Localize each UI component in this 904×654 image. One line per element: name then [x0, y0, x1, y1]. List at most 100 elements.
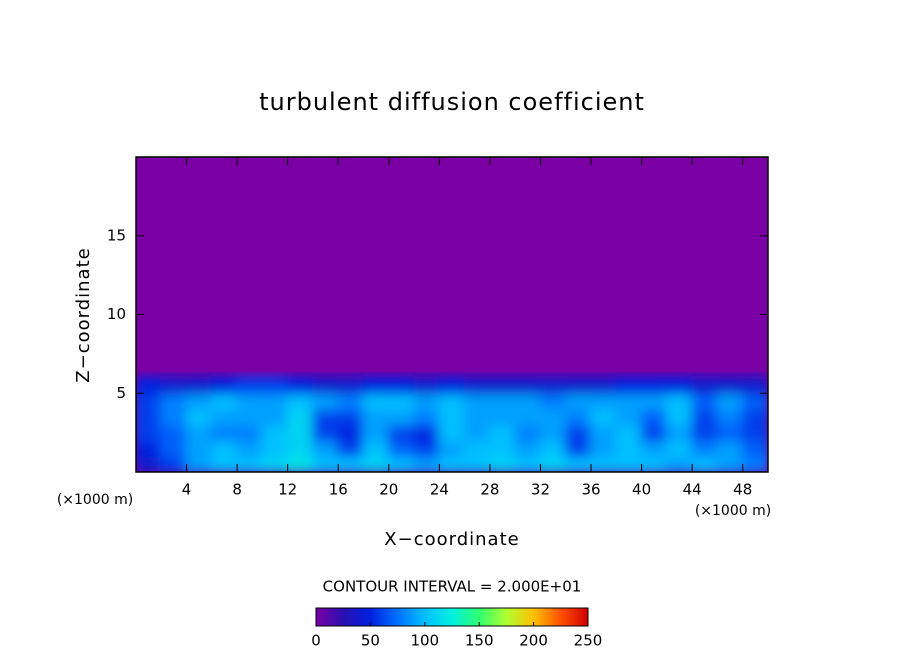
field-cell	[716, 423, 744, 442]
field-cell	[337, 392, 365, 410]
field-cell	[463, 392, 491, 410]
field-cell	[514, 439, 542, 458]
field-cell	[615, 376, 643, 395]
field-cell	[741, 439, 768, 458]
x-tick-label: 44	[683, 481, 702, 499]
field-cell	[590, 455, 618, 472]
contour-label: CONTOUR INTERVAL = 2.000E+01	[323, 578, 582, 596]
field-cell	[488, 423, 517, 442]
field-cell	[438, 423, 466, 442]
field-cell	[665, 376, 694, 395]
field-cell	[615, 423, 643, 442]
field-cell	[438, 408, 466, 426]
field-cell	[665, 455, 694, 472]
field-cell	[615, 455, 643, 472]
field-cell	[691, 408, 719, 426]
field-cell	[741, 376, 768, 395]
field-cell	[413, 376, 441, 395]
field-cell	[160, 408, 188, 426]
field-cell	[236, 408, 264, 426]
field-cell	[261, 439, 289, 458]
field-cell	[716, 376, 744, 395]
x-tick-label: 20	[379, 481, 398, 499]
field-cell	[311, 376, 340, 395]
field-cell	[185, 376, 213, 395]
field-cell	[438, 376, 466, 395]
x-tick-label: 40	[632, 481, 651, 499]
field-cell	[185, 423, 213, 442]
field-cell	[564, 408, 593, 426]
plot-area	[136, 157, 768, 472]
y-tick-label: 15	[107, 226, 126, 244]
field-cell	[261, 423, 289, 442]
field-cell	[463, 408, 491, 426]
field-cell	[539, 376, 567, 395]
field-cell	[311, 423, 340, 442]
field-cell	[185, 439, 213, 458]
field-cell	[640, 455, 668, 472]
field-cell	[640, 423, 668, 442]
field-cell	[665, 408, 694, 426]
field-cell	[463, 439, 491, 458]
field-cell	[691, 376, 719, 395]
field-cell	[286, 376, 314, 395]
field-cell	[337, 455, 365, 472]
x-tick-label: 12	[278, 481, 297, 499]
field-cell	[564, 376, 593, 395]
chart-title: turbulent diffusion coefficient	[259, 88, 645, 116]
field-cell	[741, 392, 768, 410]
field-cell	[362, 455, 390, 472]
field-cell	[210, 455, 239, 472]
field-cell	[286, 408, 314, 426]
field-cell	[261, 392, 289, 410]
field-cell	[640, 439, 668, 458]
field-cell	[463, 455, 491, 472]
field-cell	[488, 455, 517, 472]
x-tick-label: 28	[480, 481, 499, 499]
field-cell	[236, 392, 264, 410]
field-cell	[261, 376, 289, 395]
field-cell	[413, 423, 441, 442]
field-cell	[362, 423, 390, 442]
field-cell	[564, 455, 593, 472]
field-cell	[665, 392, 694, 410]
field-cell	[539, 423, 567, 442]
field-cell	[539, 408, 567, 426]
y-tick-label: 10	[107, 305, 126, 323]
field-cell	[615, 392, 643, 410]
field-cell	[413, 439, 441, 458]
field-cell	[691, 423, 719, 442]
field-cell	[539, 439, 567, 458]
field-cell	[413, 408, 441, 426]
field-cell	[311, 439, 340, 458]
field-cell	[691, 455, 719, 472]
x-unit-label: (×1000 m)	[695, 503, 771, 519]
field-cell	[185, 455, 213, 472]
field-cell	[286, 439, 314, 458]
field-cell	[160, 423, 188, 442]
field-cell	[160, 392, 188, 410]
field-cell	[337, 376, 365, 395]
field-cell	[160, 376, 188, 395]
field-cell	[590, 376, 618, 395]
field-cell	[136, 455, 163, 472]
field-cell	[640, 408, 668, 426]
field-cell	[640, 392, 668, 410]
field-cell	[210, 392, 239, 410]
field-cell	[716, 455, 744, 472]
field-cell	[438, 439, 466, 458]
field-cell	[387, 392, 416, 410]
field-cell	[362, 408, 390, 426]
field-cell	[539, 455, 567, 472]
field-cell	[311, 392, 340, 410]
field-cell	[387, 455, 416, 472]
field-cell	[691, 439, 719, 458]
field-cell	[286, 423, 314, 442]
field-cell	[716, 408, 744, 426]
field-cell	[488, 376, 517, 395]
field-cell	[136, 392, 163, 410]
colorbar-tick-label: 100	[410, 632, 439, 650]
x-tick-label: 36	[581, 481, 600, 499]
field-cell	[362, 376, 390, 395]
